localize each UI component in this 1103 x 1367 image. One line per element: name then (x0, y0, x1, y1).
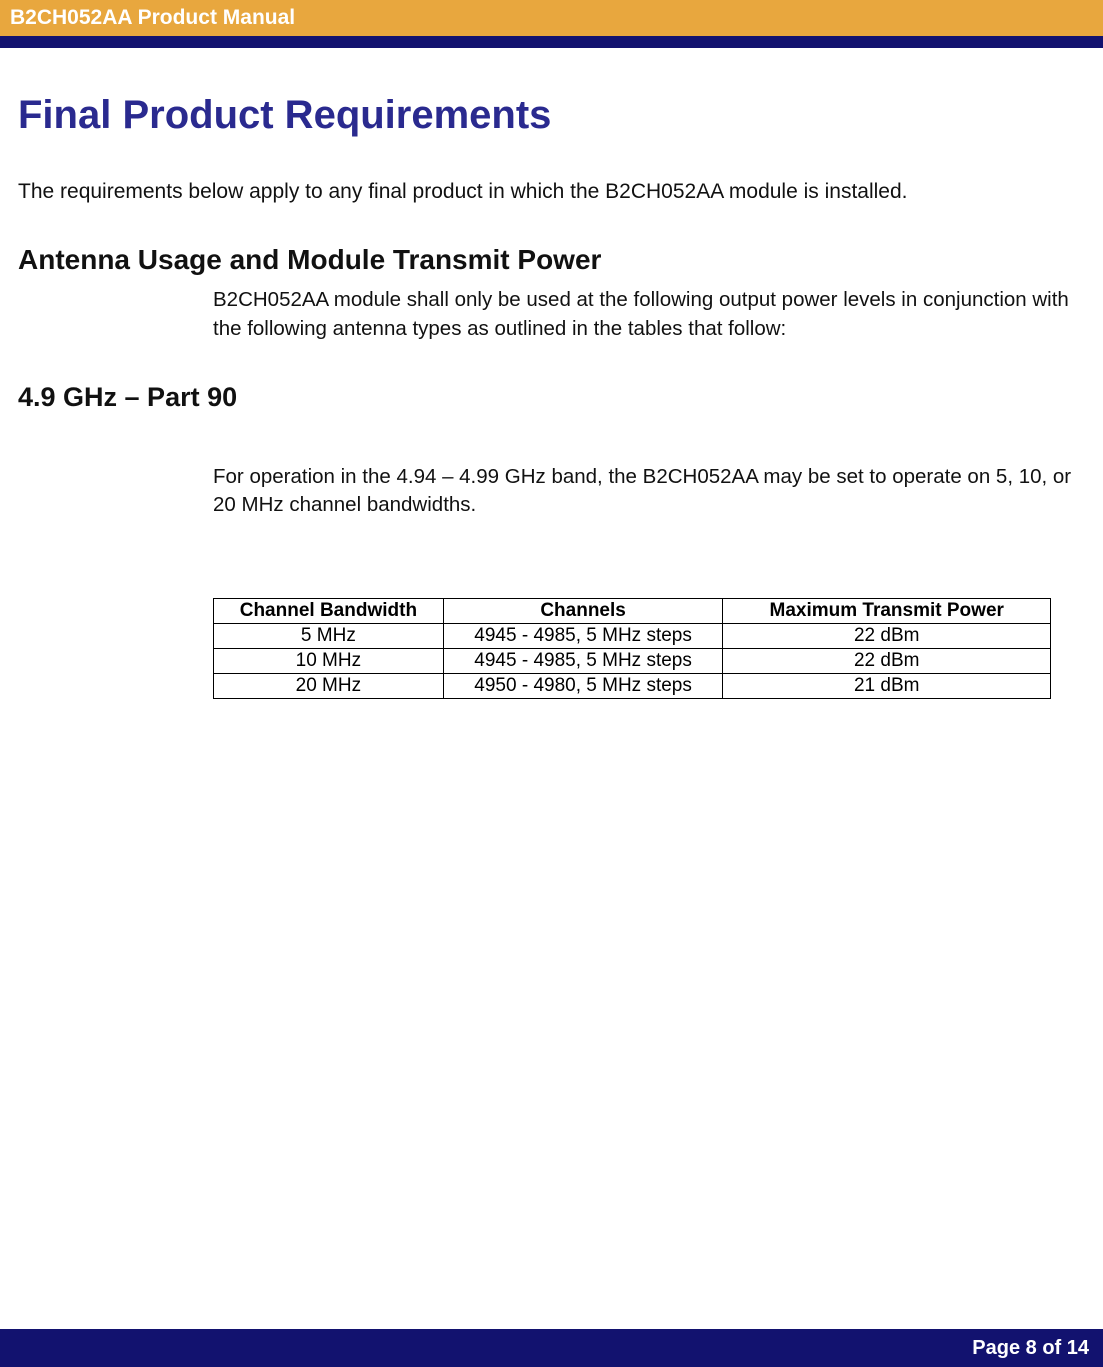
cell-power: 21 dBm (723, 674, 1051, 699)
th-channels: Channels (443, 599, 723, 624)
cell-bandwidth: 20 MHz (214, 674, 444, 699)
cell-power: 22 dBm (723, 624, 1051, 649)
section-body-antenna: B2CH052AA module shall only be used at t… (213, 286, 1085, 343)
footer-bar: Page 8 of 14 (0, 1329, 1103, 1367)
table-row: 5 MHz 4945 - 4985, 5 MHz steps 22 dBm (214, 624, 1051, 649)
cell-channels: 4950 - 4980, 5 MHz steps (443, 674, 723, 699)
footer-page-number: Page 8 of 14 (972, 1337, 1089, 1360)
section-heading-49ghz: 4.9 GHz – Part 90 (18, 382, 1085, 413)
content-area: Final Product Requirements The requireme… (0, 48, 1103, 699)
power-table: Channel Bandwidth Channels Maximum Trans… (213, 598, 1051, 699)
th-power: Maximum Transmit Power (723, 599, 1051, 624)
table-row: 10 MHz 4945 - 4985, 5 MHz steps 22 dBm (214, 649, 1051, 674)
section-heading-antenna: Antenna Usage and Module Transmit Power (18, 244, 1085, 276)
power-table-wrap: Channel Bandwidth Channels Maximum Trans… (213, 598, 1085, 699)
cell-channels: 4945 - 4985, 5 MHz steps (443, 624, 723, 649)
page-title: Final Product Requirements (18, 93, 1085, 138)
header-bar: B2CH052AA Product Manual (0, 0, 1103, 36)
cell-power: 22 dBm (723, 649, 1051, 674)
table-row: 20 MHz 4950 - 4980, 5 MHz steps 21 dBm (214, 674, 1051, 699)
section-body-49ghz: For operation in the 4.94 – 4.99 GHz ban… (213, 463, 1085, 520)
cell-bandwidth: 10 MHz (214, 649, 444, 674)
th-bandwidth: Channel Bandwidth (214, 599, 444, 624)
table-header-row: Channel Bandwidth Channels Maximum Trans… (214, 599, 1051, 624)
header-title: B2CH052AA Product Manual (10, 6, 295, 30)
header-underline (0, 36, 1103, 48)
cell-bandwidth: 5 MHz (214, 624, 444, 649)
cell-channels: 4945 - 4985, 5 MHz steps (443, 649, 723, 674)
intro-paragraph: The requirements below apply to any fina… (18, 178, 1085, 206)
